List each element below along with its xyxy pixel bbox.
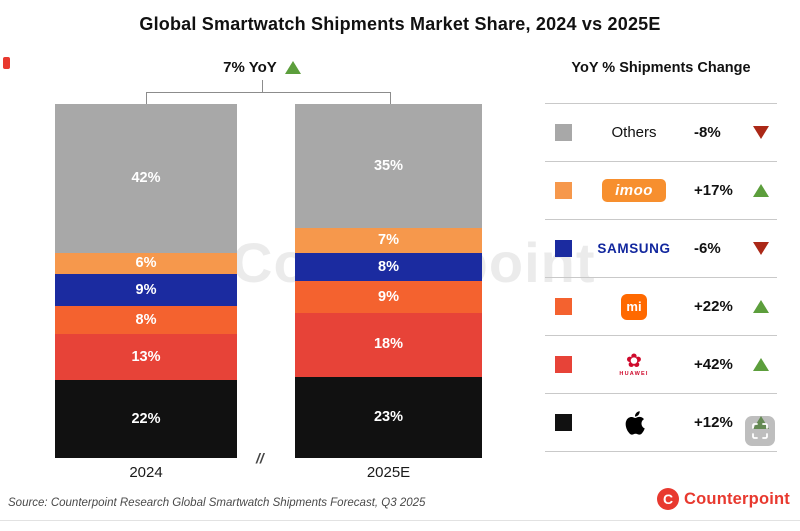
- huawei-swatch: [555, 356, 572, 373]
- segment-huawei-2025e: 18%: [295, 312, 482, 377]
- legend-row-imoo: imoo +17%: [545, 161, 777, 219]
- legend-row-xiaomi: mi +22%: [545, 277, 777, 335]
- segment-value-label: 23%: [373, 409, 404, 426]
- imoo-swatch: [555, 182, 572, 199]
- xiaomi-logo: mi: [621, 293, 647, 320]
- segment-value-label: 9%: [135, 281, 157, 298]
- segment-xiaomi-2024: 8%: [55, 305, 237, 335]
- segment-samsung-2025e: 8%: [295, 252, 482, 281]
- legend-row-huawei: ✿ HUAWEI +42%: [545, 335, 777, 393]
- bottom-divider: [0, 520, 800, 521]
- xiaomi-change: +22%: [694, 298, 733, 315]
- others-swatch: [555, 124, 572, 141]
- segment-apple-2024: 22%: [55, 380, 237, 458]
- apple-swatch: [555, 414, 572, 431]
- imoo-change: +17%: [694, 182, 733, 199]
- segment-value-label: 13%: [131, 348, 161, 365]
- huawei-change: +42%: [694, 356, 733, 373]
- segment-value-label: 9%: [378, 288, 399, 305]
- down-triangle-icon: [753, 242, 769, 255]
- others-label: Others: [611, 124, 657, 141]
- segment-samsung-2024: 9%: [55, 273, 237, 306]
- stray-red-mark: [3, 57, 10, 69]
- page-title: Global Smartwatch Shipments Market Share…: [139, 14, 661, 34]
- up-triangle-icon: [753, 358, 769, 371]
- bracket-line: [390, 92, 391, 104]
- bar-2025e: 35% 7% 8% 9% 18% 23%: [295, 104, 482, 458]
- segment-value-label: 6%: [135, 255, 157, 272]
- counterpoint-brand-name: Counterpoint: [684, 489, 790, 508]
- apple-change: +12%: [694, 414, 733, 431]
- segment-value-label: 8%: [135, 311, 157, 328]
- x-axis-label-2025e: 2025E: [366, 464, 411, 481]
- yoy-growth-label: 7% YoY: [223, 59, 277, 76]
- imoo-logo: imoo: [602, 179, 666, 202]
- bracket-line: [146, 92, 391, 93]
- segment-xiaomi-2025e: 9%: [295, 281, 482, 313]
- x-axis-label-2024: 2024: [129, 464, 163, 481]
- apple-logo-icon: [624, 410, 645, 435]
- segment-imoo-2024: 6%: [55, 252, 237, 274]
- segment-value-label: 8%: [378, 258, 399, 275]
- bracket-line: [146, 92, 147, 104]
- segment-value-label: 7%: [378, 232, 399, 249]
- legend-row-apple: +12%: [545, 393, 777, 451]
- up-triangle-icon: [284, 61, 301, 74]
- huawei-logo: ✿ HUAWEI: [619, 350, 649, 377]
- yoy-growth-callout: 7% YoY: [150, 59, 374, 76]
- samsung-swatch: [555, 240, 572, 257]
- down-triangle-icon: [753, 126, 769, 139]
- legend-rows: Others -8% imoo +17% SAMSUNG -6% mi +22%: [545, 103, 777, 452]
- source-note: Source: Counterpoint Research Global Sma…: [8, 497, 426, 509]
- segment-huawei-2024: 13%: [55, 334, 237, 381]
- axis-break-mark: //: [256, 450, 264, 466]
- legend-row-others: Others -8%: [545, 103, 777, 161]
- counterpoint-brand: C Counterpoint: [657, 488, 790, 510]
- bar-2024: 42% 6% 9% 8% 13% 22%: [55, 104, 237, 458]
- segment-others-2025e: 35%: [295, 104, 482, 228]
- up-triangle-icon: [753, 184, 769, 197]
- segment-value-label: 42%: [131, 170, 161, 187]
- huawei-flower-icon: ✿: [626, 350, 642, 372]
- segment-value-label: 35%: [373, 157, 404, 174]
- legend-title: YoY % Shipments Change: [571, 60, 751, 76]
- segment-imoo-2025e: 7%: [295, 227, 482, 253]
- others-change: -8%: [694, 124, 721, 141]
- xiaomi-swatch: [555, 298, 572, 315]
- segment-value-label: 18%: [373, 336, 404, 353]
- segment-apple-2025e: 23%: [295, 376, 482, 458]
- legend-panel: YoY % Shipments Change Others -8% imoo +…: [545, 60, 777, 452]
- samsung-logo: SAMSUNG: [597, 241, 671, 256]
- legend-row-samsung: SAMSUNG -6%: [545, 219, 777, 277]
- segment-value-label: 22%: [131, 410, 161, 427]
- up-triangle-icon: [753, 300, 769, 313]
- counterpoint-logo-icon: C: [657, 488, 680, 510]
- segment-others-2024: 42%: [55, 104, 237, 253]
- bracket-line: [262, 80, 263, 92]
- samsung-change: -6%: [694, 240, 721, 257]
- screen-capture-icon[interactable]: [745, 416, 775, 446]
- up-triangle-icon: [753, 416, 769, 429]
